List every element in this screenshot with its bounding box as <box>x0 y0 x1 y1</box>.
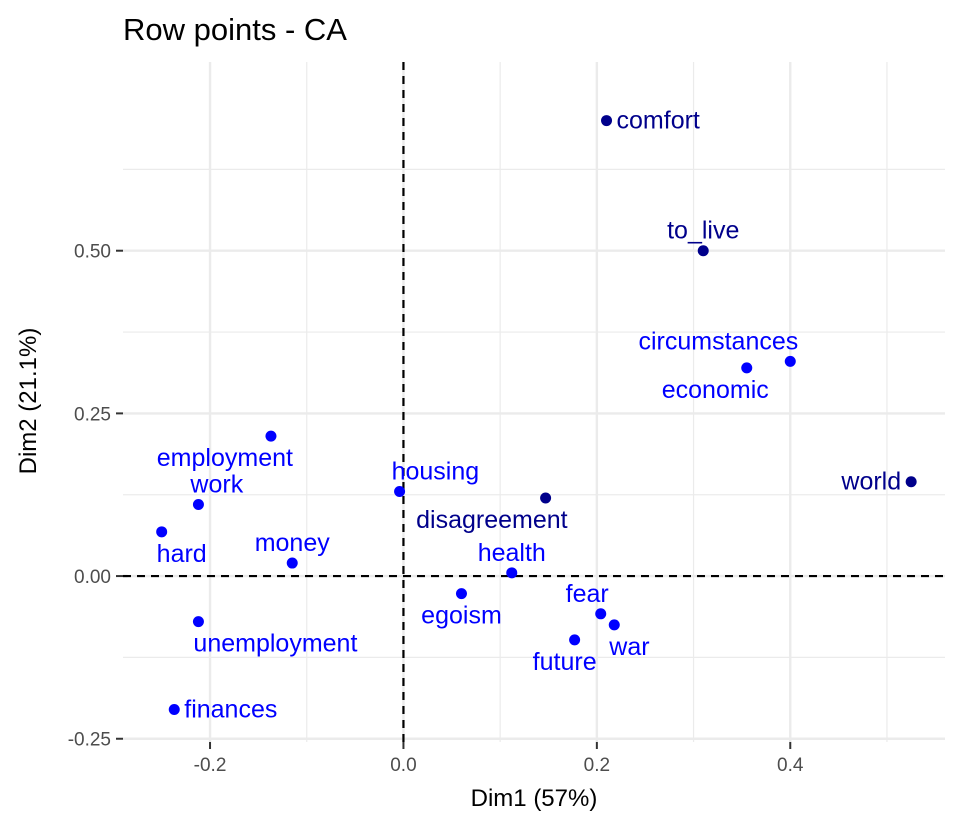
point-money <box>286 557 298 569</box>
point-disagreement <box>540 492 552 504</box>
point-label-finances: finances <box>184 695 277 723</box>
point-label-circumstances: circumstances <box>639 327 799 355</box>
point-comfort <box>601 115 613 127</box>
x-tick-label: 0.0 <box>390 755 416 776</box>
point-to-live <box>697 245 709 257</box>
point-label-work: work <box>189 470 243 498</box>
axes: -0.2 0.0 0.2 0.4 -0.25 0.00 0.25 0.50 <box>68 242 804 776</box>
point-label-to-live: to_live <box>667 217 739 245</box>
y-tick-label: 0.00 <box>74 567 111 588</box>
point-finances <box>168 703 180 715</box>
point-war <box>608 619 620 631</box>
point-label-unemployment: unemployment <box>193 630 357 658</box>
y-tick-label: 0.25 <box>74 404 111 425</box>
point-label-war: war <box>608 633 649 661</box>
point-label-health: health <box>478 539 546 567</box>
reference-lines <box>123 62 945 742</box>
point-economic <box>741 362 753 374</box>
point-world <box>905 476 917 488</box>
x-tick-label: 0.2 <box>584 755 610 776</box>
point-label-egoism: egoism <box>421 602 502 630</box>
point-label-future: future <box>533 648 597 676</box>
x-tick-label: 0.4 <box>777 755 804 776</box>
point-hard <box>156 526 168 538</box>
point-egoism <box>455 588 467 600</box>
data-points <box>156 115 917 715</box>
y-tick-label: 0.50 <box>74 242 111 263</box>
x-tick-label: -0.2 <box>194 755 227 776</box>
y-tick-label: -0.25 <box>68 730 111 751</box>
point-employment <box>265 430 277 442</box>
point-health <box>506 567 518 579</box>
point-label-hard: hard <box>157 540 207 568</box>
point-future <box>569 634 581 646</box>
point-work <box>192 498 204 510</box>
point-label-economic: economic <box>662 376 769 404</box>
point-label-housing: housing <box>392 457 480 485</box>
point-label-fear: fear <box>566 580 609 608</box>
point-housing <box>394 485 406 497</box>
point-fear <box>595 608 607 620</box>
x-axis-title: Dim1 (57%) <box>471 785 598 812</box>
point-label-disagreement: disagreement <box>416 506 568 534</box>
chart-title: Row points - CA <box>123 12 347 47</box>
point-label-comfort: comfort <box>617 107 700 135</box>
point-circumstances <box>784 355 796 367</box>
y-axis-title: Dim2 (21.1%) <box>15 328 42 475</box>
point-label-world: world <box>840 468 901 496</box>
point-label-employment: employment <box>157 444 293 472</box>
point-label-money: money <box>255 529 331 557</box>
point-unemployment <box>192 616 204 628</box>
point-labels: comfort to_live circumstances economic world… <box>157 107 901 724</box>
